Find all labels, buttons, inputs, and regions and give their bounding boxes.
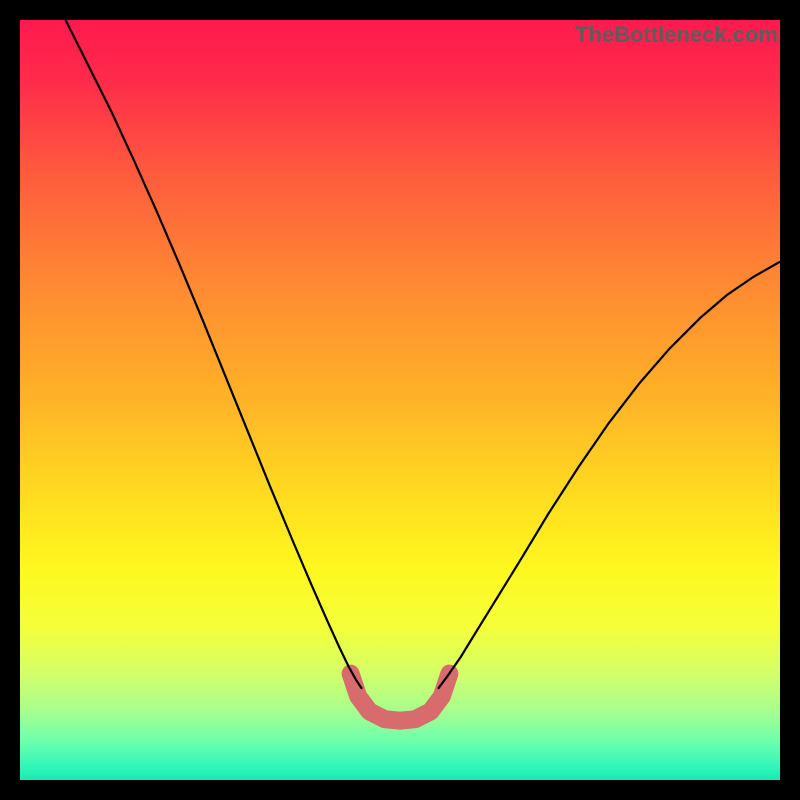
bottleneck-curve-right bbox=[438, 262, 780, 689]
plot-area: TheBottleneck.com bbox=[20, 20, 780, 780]
watermark-text: TheBottleneck.com bbox=[575, 22, 778, 48]
bottleneck-curve-left bbox=[66, 20, 362, 689]
curves-layer bbox=[20, 20, 780, 780]
valley-marker bbox=[351, 674, 450, 721]
chart-frame: TheBottleneck.com bbox=[0, 0, 800, 800]
